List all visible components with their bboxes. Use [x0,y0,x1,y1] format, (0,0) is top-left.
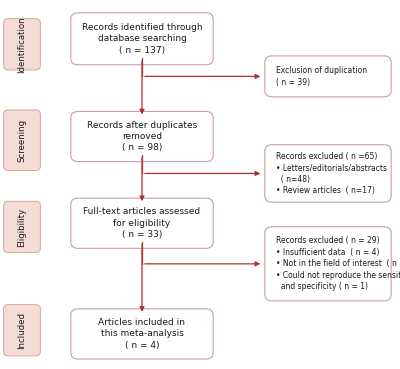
FancyBboxPatch shape [71,13,213,65]
Text: Exclusion of duplication
( n = 39): Exclusion of duplication ( n = 39) [276,66,367,87]
Text: Records after duplicates
removed
( n = 98): Records after duplicates removed ( n = 9… [87,121,197,152]
FancyBboxPatch shape [4,305,40,356]
Text: Eligibility: Eligibility [18,207,26,246]
FancyBboxPatch shape [265,56,391,97]
FancyBboxPatch shape [265,145,391,202]
Text: Records excluded ( n = 29)
• Insufficient data  ( n = 4)
• Not in the field of i: Records excluded ( n = 29) • Insufficien… [276,237,400,291]
FancyBboxPatch shape [71,309,213,359]
FancyBboxPatch shape [4,201,40,252]
Text: Records identified through
database searching
( n = 137): Records identified through database sear… [82,23,202,55]
Text: Articles included in
this meta-analysis
( n = 4): Articles included in this meta-analysis … [98,318,186,350]
FancyBboxPatch shape [4,18,40,70]
FancyBboxPatch shape [4,110,40,170]
FancyBboxPatch shape [71,111,213,162]
FancyBboxPatch shape [265,227,391,301]
Text: Identification: Identification [18,16,26,73]
FancyBboxPatch shape [71,198,213,248]
Text: Screening: Screening [18,119,26,162]
Text: Records excluded ( n =65)
• Letters/editorials/abstracts
  ( n=48)
• Review arti: Records excluded ( n =65) • Letters/edit… [276,152,387,195]
Text: Included: Included [18,312,26,349]
Text: Full-text articles assessed
for eligibility
( n = 33): Full-text articles assessed for eligibil… [84,207,200,239]
